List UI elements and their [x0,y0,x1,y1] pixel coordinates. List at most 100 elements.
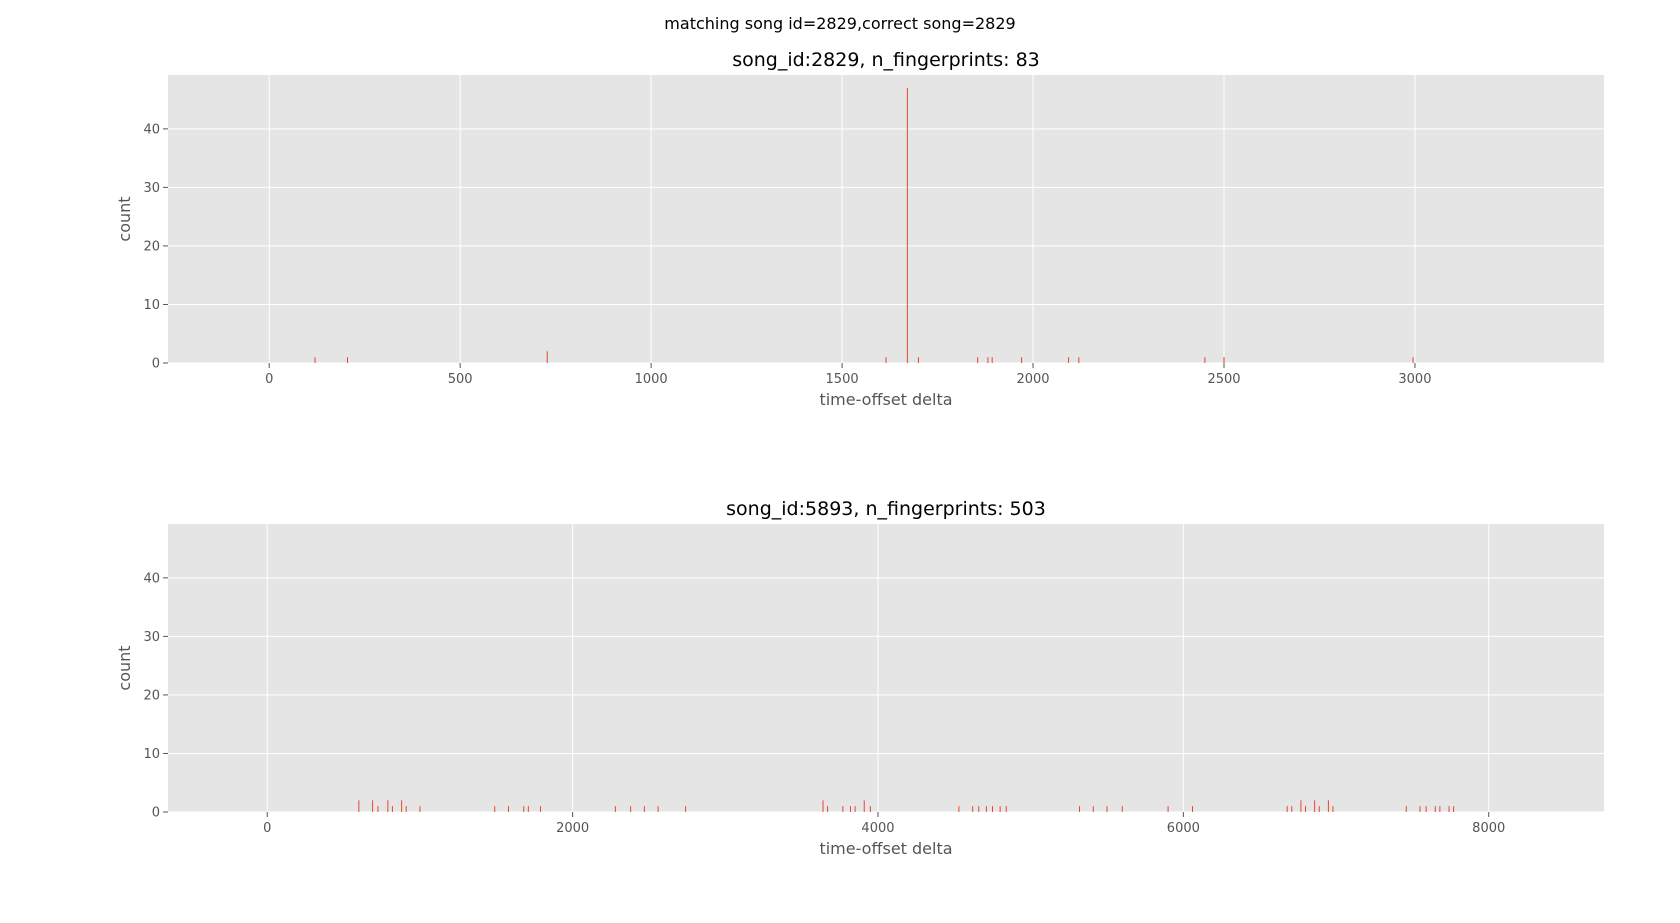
chart-title: song_id:5893, n_fingerprints: 503 [726,498,1046,520]
bar [1121,806,1123,812]
y-tick-label: 30 [143,630,160,645]
bar [850,806,852,812]
bar [657,806,659,812]
bar [507,806,509,812]
bar [419,806,421,812]
x-tick-label: 0 [265,372,273,387]
bar [977,357,979,363]
bar [1305,806,1307,812]
bar [1300,800,1302,812]
bar [1439,806,1441,812]
bar [958,806,960,812]
bar [630,806,632,812]
chart-title: song_id:2829, n_fingerprints: 83 [732,49,1040,71]
y-tick-label: 10 [143,298,160,313]
bar [540,806,542,812]
plot-background [168,524,1604,812]
y-tick-label: 30 [143,181,160,196]
y-tick-label: 0 [152,806,160,821]
bar [1419,806,1421,812]
bar [391,806,393,812]
bar [643,806,645,812]
x-tick-label: 0 [263,821,271,836]
x-axis-label: time-offset delta [819,839,952,858]
bar [991,357,993,363]
bar [999,806,1001,812]
bar [401,800,403,812]
bar [1314,800,1316,812]
bar [972,806,974,812]
bar [685,806,687,812]
bar [906,87,908,363]
bar [1412,357,1414,363]
y-tick-label: 40 [143,571,160,586]
y-tick-label: 10 [143,747,160,762]
bar [1291,806,1293,812]
chart-panel-2: 0 2000 4000 6000 8000 0 10 20 30 40 song_id:5893, … [115,498,1604,858]
y-tick-label: 40 [143,122,160,137]
bar [614,806,616,812]
x-tick-label: 6000 [1167,821,1200,836]
bar [1448,806,1450,812]
bar [842,806,844,812]
y-tick-label: 20 [143,239,160,254]
bar [372,800,374,812]
bar [1204,357,1206,363]
bar [1192,806,1194,812]
bar [1223,357,1225,363]
bar [1318,806,1320,812]
bar [854,806,856,812]
bar [991,806,993,812]
bar [1425,806,1427,812]
bar [827,806,829,812]
bar [377,806,379,812]
bar [314,357,316,363]
x-tick-label: 2000 [556,821,589,836]
bar [1068,357,1070,363]
x-tick-label: 3000 [1398,372,1431,387]
plot-background [168,75,1604,363]
bar [1092,806,1094,812]
bar [527,806,529,812]
bar [1106,806,1108,812]
chart-panel-1: 0 500 1000 1500 2000 2500 3000 0 10 20 30 40 song_id… [115,49,1604,409]
bar [1405,806,1407,812]
bar [978,806,980,812]
bar [494,806,496,812]
bar [1078,357,1080,363]
x-axis-label: time-offset delta [819,390,952,409]
x-tick-label: 500 [448,372,473,387]
x-tick-label: 4000 [861,821,894,836]
x-tick-label: 1000 [635,372,668,387]
bar [1167,806,1169,812]
bar [869,806,871,812]
x-tick-label: 8000 [1472,821,1505,836]
bar [523,806,525,812]
y-axis-label: count [115,645,134,690]
bar [885,357,887,363]
figure-suptitle: matching song id=2829,correct song=2829 [664,14,1016,33]
bar [405,806,407,812]
x-tick-label: 2000 [1016,372,1049,387]
bar [1453,806,1455,812]
bar [863,800,865,812]
bar [987,357,989,363]
bar [387,800,389,812]
bar [985,806,987,812]
bar [1434,806,1436,812]
bar [1332,806,1334,812]
bar [546,351,548,363]
y-axis-label: count [115,196,134,241]
bar [1021,357,1023,363]
bar [347,357,348,363]
bar [1286,806,1288,812]
bar [358,800,360,812]
bar [1079,806,1081,812]
bar [1327,800,1329,812]
x-tick-label: 1500 [826,372,859,387]
x-tick-label: 2500 [1207,372,1240,387]
y-tick-label: 0 [152,357,160,372]
bar [1005,806,1007,812]
